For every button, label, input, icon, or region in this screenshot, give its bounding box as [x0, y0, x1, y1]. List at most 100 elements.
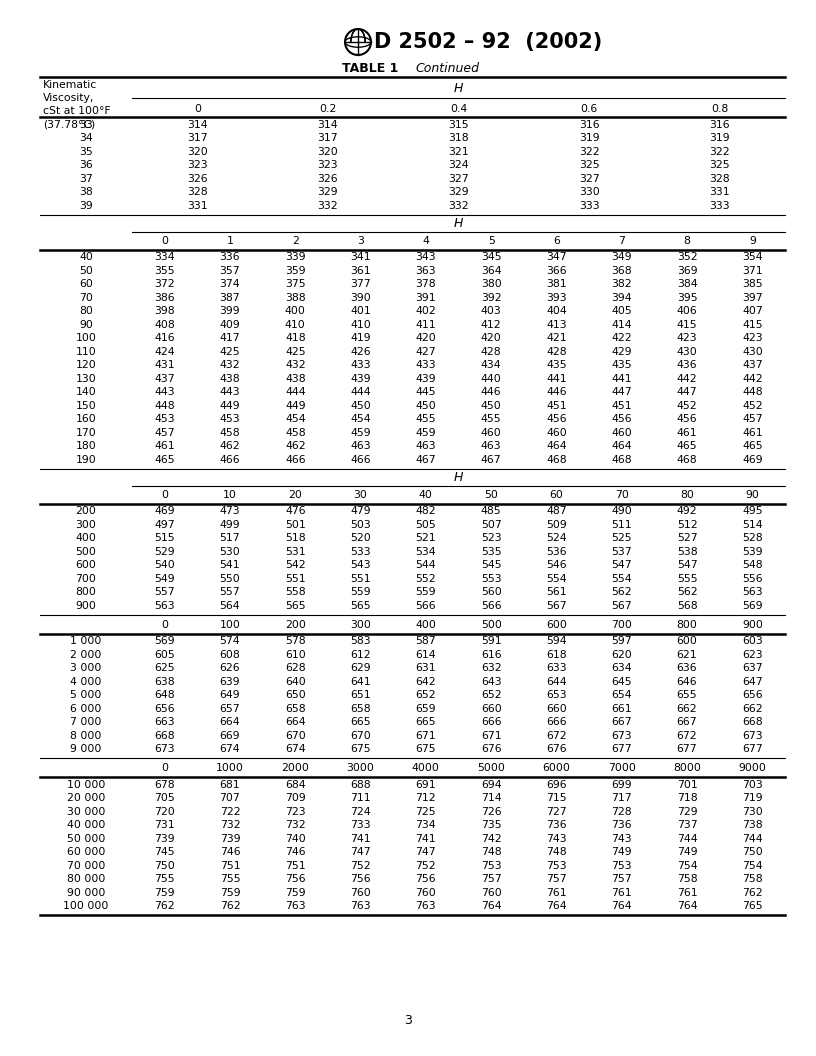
Text: 395: 395	[676, 293, 698, 303]
Text: 652: 652	[415, 691, 437, 700]
Text: 432: 432	[285, 360, 305, 371]
Text: 393: 393	[546, 293, 567, 303]
Text: 413: 413	[546, 320, 567, 329]
Text: 428: 428	[481, 346, 502, 357]
Text: 100: 100	[220, 620, 241, 629]
Text: 467: 467	[415, 455, 437, 465]
Text: 597: 597	[611, 637, 632, 646]
Text: 764: 764	[676, 901, 698, 911]
Text: 556: 556	[742, 573, 763, 584]
Text: 2: 2	[292, 237, 299, 246]
Text: 640: 640	[285, 677, 306, 686]
Text: 70 000: 70 000	[67, 861, 105, 871]
Text: 80 000: 80 000	[67, 874, 105, 884]
Text: 34: 34	[79, 133, 93, 144]
Text: 453: 453	[154, 414, 175, 425]
Text: 539: 539	[742, 547, 763, 557]
Text: 451: 451	[611, 400, 632, 411]
Text: 544: 544	[415, 561, 437, 570]
Text: 385: 385	[742, 279, 763, 289]
Text: 658: 658	[285, 703, 305, 714]
Text: 637: 637	[742, 663, 763, 674]
Text: 645: 645	[611, 677, 632, 686]
Text: 514: 514	[742, 520, 763, 530]
Text: 656: 656	[742, 691, 763, 700]
Text: 366: 366	[546, 266, 567, 276]
Text: 384: 384	[676, 279, 698, 289]
Text: 549: 549	[154, 573, 175, 584]
Text: 650: 650	[285, 691, 306, 700]
Text: 448: 448	[742, 388, 763, 397]
Text: 545: 545	[481, 561, 502, 570]
Text: 548: 548	[742, 561, 763, 570]
Text: 746: 746	[220, 847, 240, 857]
Text: 764: 764	[481, 901, 502, 911]
Text: 631: 631	[415, 663, 437, 674]
Text: 327: 327	[579, 174, 600, 184]
Text: 382: 382	[611, 279, 632, 289]
Text: 448: 448	[154, 400, 175, 411]
Text: 357: 357	[220, 266, 240, 276]
Text: 407: 407	[742, 306, 763, 316]
Text: 554: 554	[611, 573, 632, 584]
Text: 394: 394	[611, 293, 632, 303]
Text: 320: 320	[317, 147, 339, 156]
Text: 200: 200	[285, 620, 306, 629]
Text: 0: 0	[161, 620, 168, 629]
Text: 461: 461	[676, 428, 698, 438]
Text: 452: 452	[742, 400, 763, 411]
Text: 314: 314	[187, 119, 207, 130]
Text: 644: 644	[546, 677, 567, 686]
Text: 462: 462	[220, 441, 240, 451]
Text: 463: 463	[415, 441, 437, 451]
Text: 454: 454	[350, 414, 370, 425]
Text: 443: 443	[154, 388, 175, 397]
Text: 673: 673	[611, 731, 632, 740]
Text: 465: 465	[742, 441, 763, 451]
Text: 390: 390	[350, 293, 371, 303]
Text: 371: 371	[742, 266, 763, 276]
Text: 569: 569	[154, 637, 175, 646]
Text: 529: 529	[154, 547, 175, 557]
Text: 314: 314	[317, 119, 338, 130]
Text: 329: 329	[317, 187, 338, 197]
Text: 345: 345	[481, 252, 502, 262]
Text: 688: 688	[350, 779, 370, 790]
Text: 749: 749	[611, 847, 632, 857]
Text: 520: 520	[350, 533, 371, 543]
Text: 674: 674	[220, 744, 240, 754]
Text: 325: 325	[579, 161, 600, 170]
Text: 665: 665	[415, 717, 437, 728]
Text: 722: 722	[220, 807, 240, 816]
Text: 625: 625	[154, 663, 175, 674]
Text: 754: 754	[676, 861, 698, 871]
Text: 425: 425	[220, 346, 240, 357]
Text: 643: 643	[481, 677, 502, 686]
Text: 714: 714	[481, 793, 502, 804]
Text: 534: 534	[415, 547, 437, 557]
Text: 512: 512	[676, 520, 698, 530]
Text: 430: 430	[676, 346, 698, 357]
Text: 424: 424	[154, 346, 175, 357]
Text: 634: 634	[611, 663, 632, 674]
Text: 444: 444	[350, 388, 370, 397]
Text: 464: 464	[546, 441, 567, 451]
Text: 355: 355	[154, 266, 175, 276]
Text: 660: 660	[481, 703, 502, 714]
Text: 374: 374	[220, 279, 240, 289]
Text: 438: 438	[285, 374, 305, 383]
Text: 623: 623	[742, 649, 763, 660]
Text: 742: 742	[481, 834, 502, 844]
Text: 703: 703	[742, 779, 763, 790]
Text: 325: 325	[709, 161, 730, 170]
Text: 763: 763	[350, 901, 370, 911]
Text: 417: 417	[220, 334, 240, 343]
Text: 323: 323	[187, 161, 207, 170]
Text: 800: 800	[676, 620, 698, 629]
Text: 433: 433	[415, 360, 437, 371]
Text: 900: 900	[742, 620, 763, 629]
Text: 562: 562	[676, 587, 698, 598]
Text: 3 000: 3 000	[70, 663, 102, 674]
Text: 565: 565	[285, 601, 305, 610]
Text: 433: 433	[350, 360, 370, 371]
